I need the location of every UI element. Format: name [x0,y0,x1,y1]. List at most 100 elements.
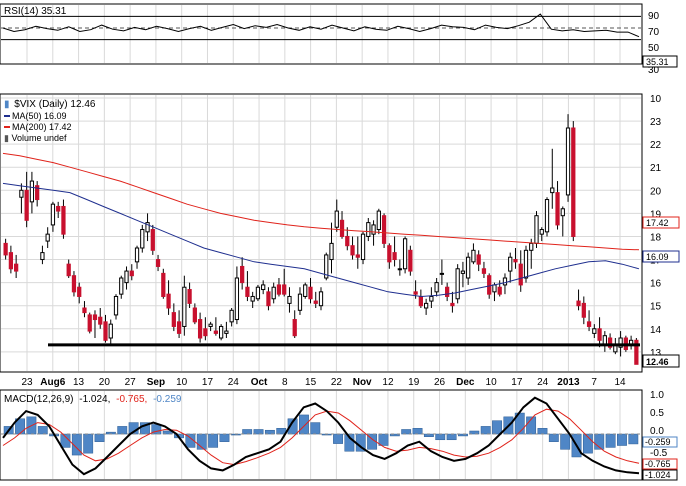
candle-body [376,210,381,231]
signal-badge: -0.765 [645,459,671,469]
candle [192,303,197,325]
candle-body [381,215,387,244]
candle [513,248,518,269]
date-tick-label: 10 [486,377,498,388]
candle-body [576,300,581,307]
candle-body [103,321,108,341]
candle-body [366,222,371,237]
candle [197,312,203,343]
candle-body [550,187,555,194]
candle [550,148,555,209]
candle [134,245,140,269]
candle-body [471,249,476,263]
candle-body [534,215,539,244]
candle-body [29,180,35,203]
candle [371,220,376,246]
candle-body [402,238,408,270]
price-title-text: $VIX (Daily) 12.46 [14,99,96,110]
candle [455,264,460,304]
candle-body [66,263,71,277]
candle-body [255,286,261,300]
candle-body [82,307,87,314]
macd-histogram-bar [401,429,412,435]
price-tick-label: 18 [650,232,662,243]
candle-body [50,203,56,226]
candle [150,224,155,255]
candle [434,278,439,297]
macd-histogram-bar [537,428,548,435]
macd-histogram-bar [446,433,457,441]
macd-badges: -0.259 -0.765 -1.024 [642,436,678,481]
candle [450,291,455,313]
candle [161,268,166,299]
date-tick-label: Oct [251,377,268,388]
candle-body [292,319,297,337]
candle-body [413,291,418,295]
date-tick-label: 17 [202,377,214,388]
candle-body [161,272,166,297]
price-tick-label: 16 [650,279,662,290]
candle-body [24,189,29,221]
macd-histogram-bar [548,433,559,442]
candle [350,236,355,260]
candle-body [523,249,529,279]
date-tick-label: 26 [434,377,446,388]
candle-body [487,275,492,295]
candle-body [308,286,313,300]
candle-body [119,277,124,295]
candle-body [445,286,450,297]
date-tick-label: 2013 [557,377,580,388]
date-tick-label: 22 [331,377,343,388]
candle [8,245,14,274]
candle-body [166,293,171,309]
date-tick-label: 15 [305,377,317,388]
candle [171,303,176,332]
candle [176,310,182,338]
date-tick-label: Sep [147,377,165,388]
candle-body [61,205,66,235]
candle [592,324,597,338]
candle-body [113,295,119,316]
candle [303,282,308,299]
macd-label: MACD(12,26,9) -1.024, -0.765, -0.259 [4,394,182,405]
macd-histogram-bar [560,433,571,450]
candle [476,250,481,272]
candle-body [418,295,423,307]
date-tick-label: 13 [73,377,85,388]
candle [240,257,245,290]
candle-body [581,302,586,318]
macd-histogram-bar [208,433,219,448]
macd-histogram-bar [469,430,480,435]
rsi-tick-label: 70 [648,27,660,38]
candle-body [19,189,24,198]
price-tick-label: 10 [650,94,662,105]
macd-histogram-bar [83,433,94,454]
candle [313,291,318,308]
candle [182,275,187,336]
candle-body [108,323,113,339]
candle [508,252,513,283]
candle [208,321,213,332]
candle [397,259,402,276]
rsi-layer [1,13,641,41]
candle-body [40,252,45,261]
candle [334,199,339,232]
candle [445,282,450,302]
candle [339,211,345,239]
candle [108,319,113,345]
macd-label-macd: -1.024, [79,394,110,405]
macd-histogram-bar [71,433,82,456]
macd-tick-label: -0.5 [650,448,668,459]
macd-tick-label: 0.0 [650,426,664,437]
candle-body [182,286,187,327]
macd-histogram-bar [594,433,605,450]
price-tick-label: 23 [650,117,662,128]
ma200-badge-box [642,216,680,229]
price-tick-label: 22 [650,140,662,151]
candle [460,261,466,288]
candle [345,227,350,251]
candle [266,287,271,311]
date-tick-label: Aug6 [40,377,65,388]
candle-body [607,337,613,348]
